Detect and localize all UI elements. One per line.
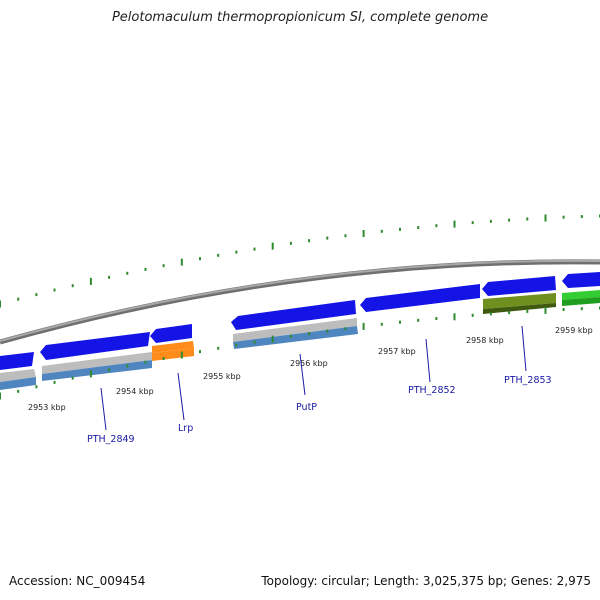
genome-summary: Topology: circular; Length: 3,025,375 bp… (261, 574, 591, 588)
gene-label-pth2849: PTH_2849 (87, 434, 135, 445)
tick-label-2955: 2955 kbp (203, 372, 241, 381)
gene-label-lrp: Lrp (178, 423, 193, 434)
gene-arrow (360, 284, 480, 312)
gene-arrow (40, 332, 150, 360)
gene-labels: PTH_2849 Lrp PutP PTH_2852 PTH_2853 (87, 375, 552, 445)
gene-label-pth2852: PTH_2852 (408, 385, 456, 396)
forward-genes (0, 272, 600, 370)
feature-tracks (0, 290, 600, 390)
tick-label-2959: 2959 kbp (555, 326, 593, 335)
gene-arrow (482, 276, 556, 296)
tick-label-2953: 2953 kbp (28, 403, 66, 412)
gene-label-pth2853: PTH_2853 (504, 375, 552, 386)
accession-text: Accession: NC_009454 (9, 574, 146, 588)
gene-arrow (0, 352, 34, 370)
gene-callouts (100, 325, 527, 431)
gene-label-putp: PutP (296, 402, 317, 413)
gene-arrow (231, 300, 356, 330)
tick-label-2957: 2957 kbp (378, 347, 416, 356)
coordinate-labels: 2953 kbp 2954 kbp 2955 kbp 2956 kbp 2957… (28, 326, 593, 412)
gene-arrow (150, 324, 192, 343)
inner-tick-ring (0, 306, 600, 400)
map-title: Pelotomaculum thermopropionicum SI, comp… (111, 10, 489, 25)
tick-label-2954: 2954 kbp (116, 387, 154, 396)
outer-tick-ring (0, 214, 600, 308)
tick-label-2956: 2956 kbp (290, 359, 328, 368)
tick-label-2958: 2958 kbp (466, 336, 504, 345)
gene-arrow (562, 272, 600, 288)
backbone (0, 259, 600, 345)
